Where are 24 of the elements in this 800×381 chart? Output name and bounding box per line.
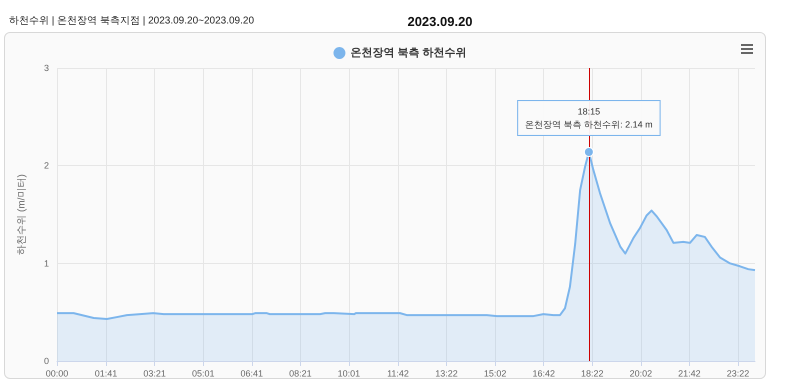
x-tick-label: 05:01	[192, 368, 214, 378]
x-tick-label: 15:02	[484, 368, 506, 378]
chart-title: 하천수위 | 온천장역 북측지점 | 2023.09.20~2023.09.20	[9, 16, 254, 26]
y-tick-label: 3	[44, 63, 49, 73]
y-tick-label: 1	[44, 258, 49, 268]
annotation: 18:15 온천장역 북측 하천수위: 2.14 m	[525, 106, 653, 130]
x-tick-label: 23:22	[726, 368, 750, 378]
x-tick-label: 13:22	[435, 368, 458, 378]
legend-label: 온천장역 북측 하천수위	[350, 47, 467, 59]
x-tick-label: 01:41	[94, 368, 118, 378]
y-tick-label: 2	[44, 160, 49, 171]
x-tick-label: 08:21	[289, 368, 312, 378]
y-axis-title: 하천수위 (m/미터)	[16, 174, 28, 255]
y-tick-label: 0	[44, 356, 49, 366]
x-tick-label: 18:22	[581, 368, 604, 378]
x-tick-label: 20:02	[630, 368, 652, 378]
chart-subtitle: 2023.09.20	[407, 14, 473, 29]
x-tick-label: 06:41	[240, 368, 264, 378]
x-tick-label: 10:01	[338, 368, 360, 378]
x-tick-label: 03:21	[143, 368, 166, 378]
x-tick-label: 00:00	[46, 368, 68, 378]
x-tick-label: 11:42	[387, 368, 409, 378]
x-tick-label: 16:42	[532, 368, 555, 378]
x-tick-label: 21:42	[678, 368, 701, 378]
